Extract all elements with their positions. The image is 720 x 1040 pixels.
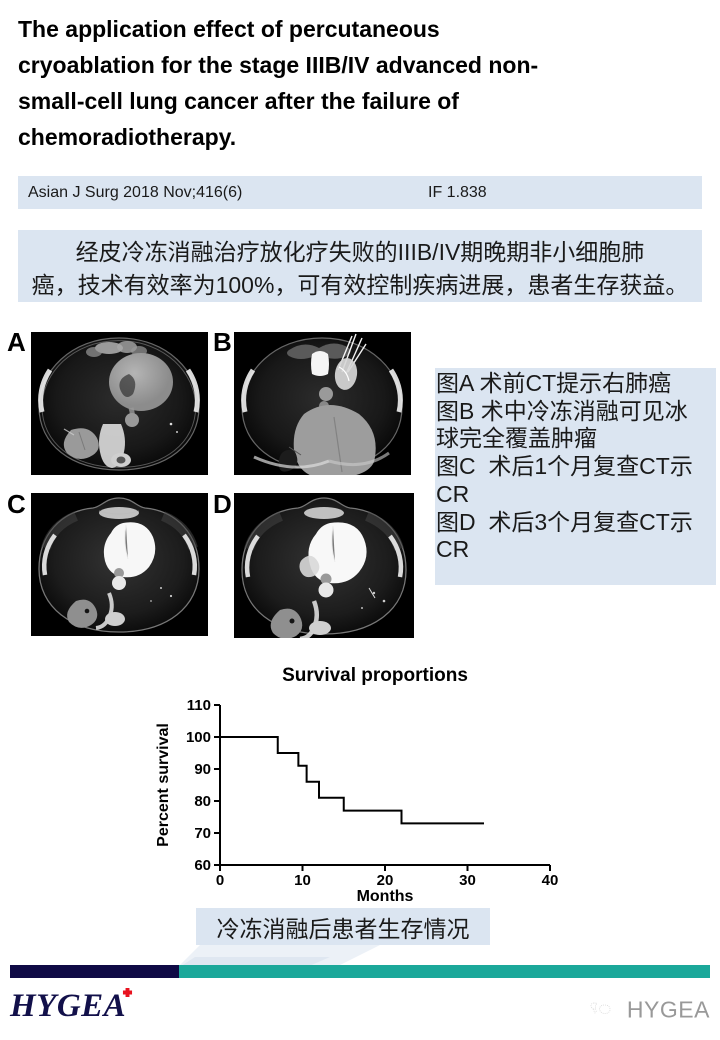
svg-text:40: 40	[542, 872, 559, 889]
svg-text:60: 60	[194, 857, 211, 874]
svg-text:30: 30	[459, 872, 476, 889]
svg-text:Months: Months	[357, 888, 414, 905]
svg-text:Percent survival: Percent survival	[155, 723, 172, 847]
svg-text:70: 70	[194, 825, 211, 842]
svg-text:80: 80	[194, 793, 211, 810]
svg-text:110: 110	[187, 697, 211, 714]
svg-text:90: 90	[194, 761, 211, 778]
svg-text:100: 100	[186, 729, 211, 746]
svg-text:10: 10	[294, 872, 311, 889]
svg-text:0: 0	[216, 872, 224, 889]
svg-text:20: 20	[377, 872, 394, 889]
